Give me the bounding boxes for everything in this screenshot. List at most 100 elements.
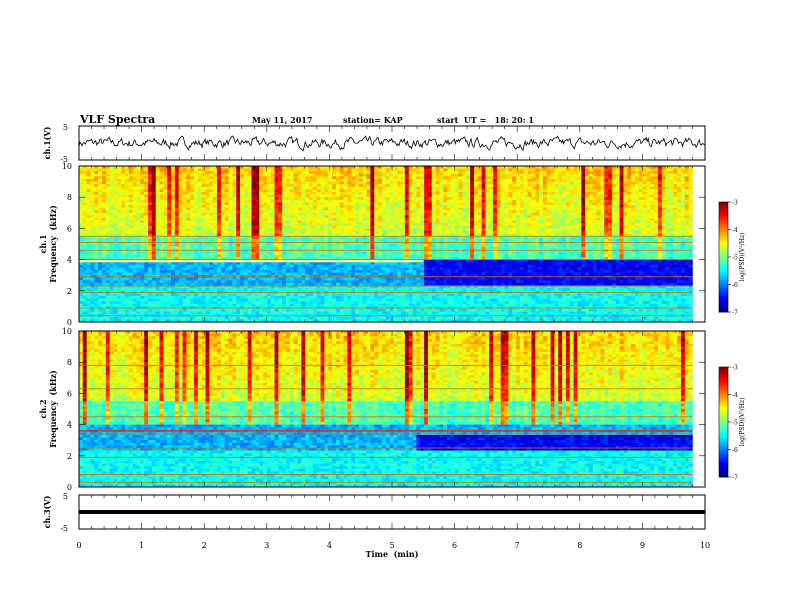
spectrogram-cell xyxy=(427,236,433,240)
spectrogram-cell xyxy=(504,218,509,221)
spectrogram-cell xyxy=(573,220,578,224)
spectrogram-cell xyxy=(646,223,651,227)
spectrogram-cell xyxy=(167,166,172,169)
spectrogram-cell xyxy=(335,176,341,180)
spectrogram-cell xyxy=(270,199,275,203)
spectrogram-cell xyxy=(600,207,605,211)
spectrogram-cell xyxy=(677,199,682,203)
spectrogram-cell xyxy=(554,205,559,208)
spectrogram-cell xyxy=(366,166,371,169)
spectrogram-cell xyxy=(508,197,513,201)
spectrogram-cell xyxy=(159,186,164,190)
spectrogram-cell xyxy=(351,186,356,190)
spectrogram-cell xyxy=(121,228,126,232)
spectrogram-cell xyxy=(274,236,279,240)
spectrogram-cell xyxy=(531,236,536,240)
spectrogram-cell xyxy=(163,192,168,195)
spectrogram-cell xyxy=(259,202,264,206)
spectrogram-cell xyxy=(565,171,571,175)
spectrogram-cell xyxy=(404,168,410,172)
spectrogram-cell xyxy=(117,212,122,216)
spectrogram-cell xyxy=(420,231,425,234)
spectrogram-cell xyxy=(316,218,321,221)
spectrogram-cell xyxy=(251,176,256,180)
spectrogram-cell xyxy=(247,179,252,182)
spectrogram-cell xyxy=(167,238,172,242)
spectrogram-cell xyxy=(236,192,241,195)
spectrogram-cell xyxy=(500,202,505,206)
spectrogram-cell xyxy=(654,199,659,203)
spectrogram-cell xyxy=(577,218,582,221)
spectrogram-cell xyxy=(293,194,298,198)
spectrogram-cell xyxy=(90,189,95,193)
ch1-spectrogram-image xyxy=(79,166,693,323)
spectrogram-cell xyxy=(500,220,505,224)
spectrogram-cell xyxy=(397,233,402,237)
spectrogram-cell xyxy=(458,179,463,182)
spectrogram-cell xyxy=(105,223,110,227)
spectrogram-cell xyxy=(197,171,202,175)
spectrogram-cell xyxy=(397,189,402,193)
spectrogram-cell xyxy=(305,225,310,229)
spectrogram-cell xyxy=(577,192,582,195)
spectrogram-cell xyxy=(558,202,563,206)
spectrogram-cell xyxy=(201,205,206,208)
spectrogram-cell xyxy=(155,205,160,208)
spectrogram-cell xyxy=(282,181,287,185)
spectrogram-cell xyxy=(243,218,248,221)
spectrogram-cell xyxy=(128,238,133,242)
spectrogram-cell xyxy=(358,205,364,208)
spectrogram-cell xyxy=(351,231,356,234)
spectrogram-cell xyxy=(266,199,272,203)
spectrogram-cell xyxy=(558,199,563,203)
spectrogram-cell xyxy=(128,220,133,224)
spectrogram-cell xyxy=(638,179,643,182)
spectrogram-cell xyxy=(151,202,156,206)
spectrogram-cell xyxy=(297,223,302,227)
spectrogram-cell xyxy=(596,168,601,172)
spectrogram-cell xyxy=(105,210,110,214)
spectrogram-cell xyxy=(378,197,383,201)
spectrogram-cell xyxy=(565,233,571,237)
spectrogram-cell xyxy=(657,236,663,240)
spectrogram-cell xyxy=(293,225,298,229)
spectrogram-cell xyxy=(554,223,559,227)
spectrogram-cell xyxy=(577,171,582,175)
spectrogram-cell xyxy=(627,207,632,211)
spectrogram-cell xyxy=(297,184,302,188)
spectrogram-cell xyxy=(466,228,471,232)
spectrogram-cell xyxy=(102,168,107,172)
spectrogram-cell xyxy=(466,179,471,182)
spectrogram-cell xyxy=(569,218,574,221)
spectrogram-cell xyxy=(159,181,164,185)
spectrogram-cell xyxy=(320,212,325,216)
spectrogram-cell xyxy=(312,205,318,208)
spectrogram-cell xyxy=(228,225,233,229)
spectrogram-cell xyxy=(305,189,310,193)
spectrogram-cell xyxy=(539,179,544,182)
spectrogram-cell xyxy=(577,199,582,203)
spectrogram-cell xyxy=(466,181,471,185)
spectrogram-cell xyxy=(535,228,540,232)
spectrogram-cell xyxy=(347,223,352,227)
spectrogram-cell xyxy=(600,233,605,237)
spectrogram-cell xyxy=(251,173,256,177)
spectrogram-cell xyxy=(255,184,260,188)
spectrogram-cell xyxy=(542,207,548,211)
spectrogram-cell xyxy=(627,171,632,175)
spectrogram-cell xyxy=(259,186,264,190)
spectrogram-cell xyxy=(420,176,425,180)
spectrogram-cell xyxy=(435,205,440,208)
spectrogram-cell xyxy=(638,205,643,208)
spectrogram-cell xyxy=(240,233,245,237)
spectrogram-cell xyxy=(585,236,590,240)
spectrogram-cell xyxy=(335,171,341,175)
spectrogram-cell xyxy=(343,225,348,229)
spectrogram-cell xyxy=(82,168,87,172)
spectrogram-cell xyxy=(228,233,233,237)
spectrogram-cell xyxy=(435,236,440,240)
spectrogram-cell xyxy=(167,199,172,203)
spectrogram-cell xyxy=(420,215,425,219)
spectrogram-cell xyxy=(324,176,329,180)
spectrogram-cell xyxy=(493,212,498,216)
